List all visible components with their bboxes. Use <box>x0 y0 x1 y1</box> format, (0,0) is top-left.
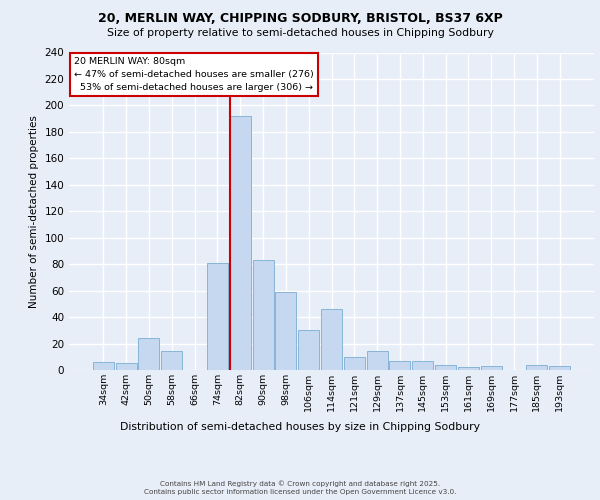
Bar <box>230 116 251 370</box>
Text: Distribution of semi-detached houses by size in Chipping Sodbury: Distribution of semi-detached houses by … <box>120 422 480 432</box>
Bar <box>435 364 456 370</box>
Bar <box>389 360 410 370</box>
Text: 20 MERLIN WAY: 80sqm
← 47% of semi-detached houses are smaller (276)
  53% of se: 20 MERLIN WAY: 80sqm ← 47% of semi-detac… <box>74 58 314 92</box>
Bar <box>367 352 388 370</box>
Text: 20, MERLIN WAY, CHIPPING SODBURY, BRISTOL, BS37 6XP: 20, MERLIN WAY, CHIPPING SODBURY, BRISTO… <box>98 12 502 26</box>
Bar <box>139 338 160 370</box>
Text: Size of property relative to semi-detached houses in Chipping Sodbury: Size of property relative to semi-detach… <box>107 28 493 38</box>
Bar <box>321 309 342 370</box>
Bar <box>458 368 479 370</box>
Text: Contains HM Land Registry data © Crown copyright and database right 2025.
Contai: Contains HM Land Registry data © Crown c… <box>144 480 456 495</box>
Bar <box>412 360 433 370</box>
Bar <box>275 292 296 370</box>
Y-axis label: Number of semi-detached properties: Number of semi-detached properties <box>29 115 39 308</box>
Bar <box>207 263 228 370</box>
Bar <box>253 260 274 370</box>
Bar <box>549 366 570 370</box>
Bar <box>161 352 182 370</box>
Bar <box>526 364 547 370</box>
Bar <box>481 366 502 370</box>
Bar <box>298 330 319 370</box>
Bar <box>93 362 114 370</box>
Bar <box>116 364 137 370</box>
Bar <box>344 357 365 370</box>
